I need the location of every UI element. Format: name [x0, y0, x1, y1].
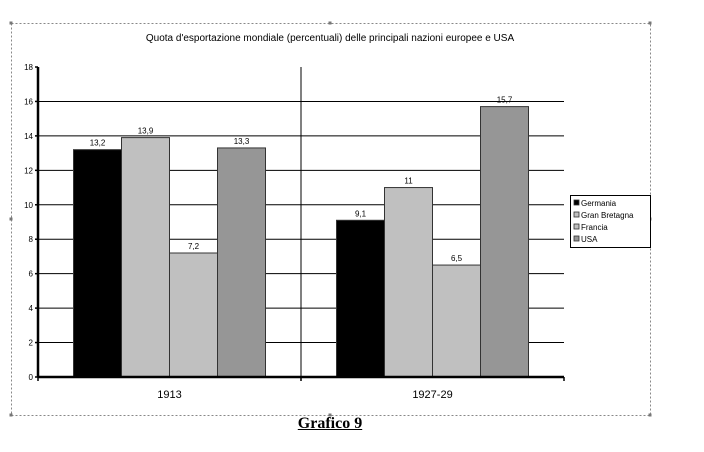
bar-germania	[73, 149, 122, 378]
frame-handle	[9, 21, 13, 25]
y-tick-label: 16	[24, 97, 33, 106]
frame-handle	[9, 413, 13, 417]
chart-title: Quota d'esportazione mondiale (percentua…	[146, 33, 515, 44]
data-label: 15,7	[497, 96, 513, 105]
bar-usa	[480, 106, 529, 378]
legend-swatch	[573, 235, 580, 242]
bar-gran-bretagna	[384, 187, 433, 378]
frame-handle	[648, 413, 652, 417]
legend-label: Francia	[581, 223, 608, 232]
bar-francia	[432, 264, 481, 378]
data-label: 9,1	[355, 209, 367, 218]
bar-usa	[217, 147, 266, 378]
bar-germania	[336, 219, 385, 378]
legend-label: Germania	[581, 199, 617, 208]
x-tick-label: 1913	[157, 389, 181, 401]
figure-caption: Grafico 9	[297, 415, 363, 432]
y-tick-label: 12	[24, 166, 33, 175]
y-tick-label: 2	[29, 339, 34, 348]
y-tick-label: 6	[29, 270, 34, 279]
x-tick-label: 1927-29	[412, 389, 452, 401]
y-tick-label: 14	[24, 132, 33, 141]
legend-swatch	[573, 223, 580, 230]
data-label: 6,5	[451, 254, 463, 263]
data-label: 13,9	[138, 127, 154, 136]
y-tick-label: 18	[24, 63, 33, 72]
legend-swatch	[573, 211, 580, 218]
legend	[570, 195, 651, 248]
legend-label: Gran Bretagna	[581, 211, 634, 220]
frame-handle	[328, 21, 332, 25]
y-tick-label: 0	[29, 373, 34, 382]
frame-handle	[9, 217, 13, 221]
bar-francia	[169, 252, 218, 378]
legend-label: USA	[581, 235, 598, 244]
bar-gran-bretagna	[121, 137, 170, 378]
frame-handle	[648, 21, 652, 25]
frame-handle	[328, 413, 332, 417]
y-tick-label: 4	[29, 304, 34, 313]
data-label: 13,3	[234, 137, 250, 146]
data-label: 11	[404, 177, 413, 186]
y-tick-label: 10	[24, 201, 33, 210]
y-tick-label: 8	[29, 235, 34, 244]
data-label: 13,2	[90, 139, 106, 148]
data-label: 7,2	[188, 242, 200, 251]
legend-swatch	[573, 199, 580, 206]
